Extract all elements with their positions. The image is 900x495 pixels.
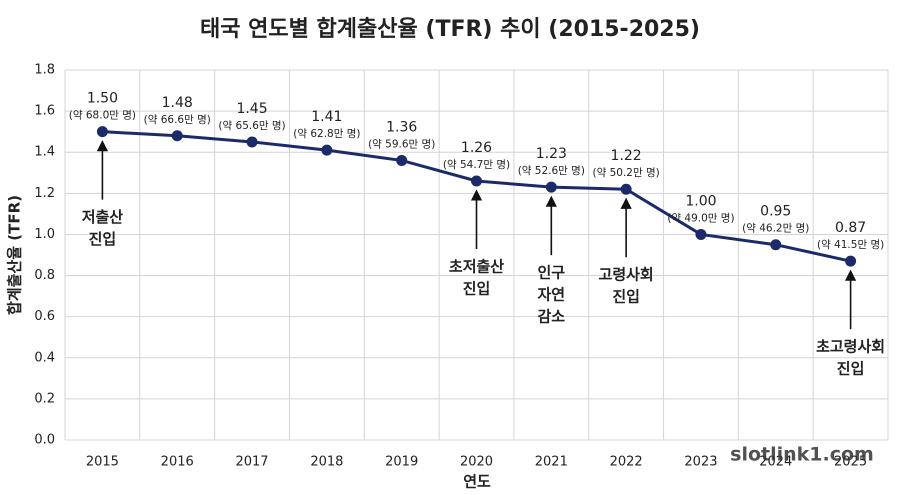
x-tick-label: 2020 [460, 455, 493, 470]
value-label: 1.26 [461, 140, 492, 156]
y-tick-label: 0.6 [34, 309, 55, 324]
y-tick-label: 1.8 [34, 63, 55, 78]
births-label: (약 66.6만 명) [144, 114, 211, 126]
births-label: (약 62.8만 명) [293, 128, 360, 140]
annotation-text: 저출산 [82, 208, 124, 226]
value-label: 1.48 [162, 95, 193, 111]
annotation-text: 진입 [89, 230, 117, 248]
x-tick-label: 2022 [610, 455, 643, 470]
births-label: (약 46.2만 명) [742, 223, 809, 235]
annotation-text: 진입 [612, 288, 640, 306]
x-tick-label: 2019 [385, 455, 418, 470]
y-axis-label: 합계출산율 (TFR) [6, 195, 24, 315]
point [620, 183, 632, 195]
y-tick-label: 1.4 [34, 145, 55, 160]
births-label: (약 50.2만 명) [593, 167, 660, 179]
births-label: (약 41.5만 명) [817, 239, 884, 251]
value-label: 1.23 [536, 146, 567, 162]
y-tick-label: 1.0 [34, 227, 55, 242]
births-label: (약 65.6만 명) [218, 120, 285, 132]
annotation-text: 고령사회 [599, 266, 654, 284]
value-label: 0.87 [835, 220, 866, 236]
x-tick-label: 2017 [235, 455, 268, 470]
point [695, 228, 707, 240]
births-label: (약 49.0만 명) [667, 212, 734, 224]
x-tick-label: 2023 [684, 455, 717, 470]
point [321, 144, 333, 156]
chart-title: 태국 연도별 합계출산율 (TFR) 추이 (2015-2025) [200, 16, 700, 42]
y-tick-label: 1.6 [34, 104, 55, 119]
watermark: slotlink1.com [730, 444, 874, 466]
x-tick-label: 2015 [86, 455, 119, 470]
value-label: 1.45 [236, 101, 267, 117]
births-label: (약 68.0만 명) [69, 110, 136, 122]
y-tick-label: 1.2 [34, 186, 55, 201]
value-label: 1.50 [87, 91, 118, 107]
births-label: (약 59.6만 명) [368, 138, 435, 150]
births-label: (약 54.7만 명) [443, 159, 510, 171]
y-tick-label: 0.0 [34, 433, 55, 448]
point [845, 255, 857, 267]
y-tick-label: 0.8 [34, 268, 55, 283]
point [396, 154, 408, 166]
point [96, 126, 108, 138]
point [770, 239, 782, 251]
x-axis-label: 연도 [463, 473, 491, 491]
point [171, 130, 183, 142]
annotation-text: 인구 [538, 264, 566, 282]
point [246, 136, 258, 148]
x-tick-label: 2024 [759, 455, 792, 470]
value-label: 1.36 [386, 119, 417, 135]
y-tick-label: 0.2 [34, 391, 55, 406]
annotation-text: 감소 [538, 308, 566, 326]
value-label: 0.95 [760, 204, 791, 220]
annotation-text: 진입 [837, 360, 865, 378]
births-label: (약 52.6만 명) [518, 165, 585, 177]
annotation-text: 초저출산 [449, 258, 504, 276]
x-tick-label: 2025 [834, 455, 867, 470]
value-label: 1.22 [611, 148, 642, 164]
point [471, 175, 482, 187]
annotation-text: 초고령사회 [816, 338, 885, 356]
x-tick-label: 2021 [535, 455, 568, 470]
value-label: 1.00 [685, 193, 716, 209]
y-tick-label: 0.4 [34, 350, 55, 365]
annotation-text: 자연 [538, 286, 566, 304]
annotation-text: 진입 [463, 280, 491, 298]
point [545, 181, 557, 193]
x-tick-label: 2018 [310, 455, 343, 470]
x-tick-label: 2016 [161, 455, 194, 470]
value-label: 1.41 [311, 109, 342, 125]
